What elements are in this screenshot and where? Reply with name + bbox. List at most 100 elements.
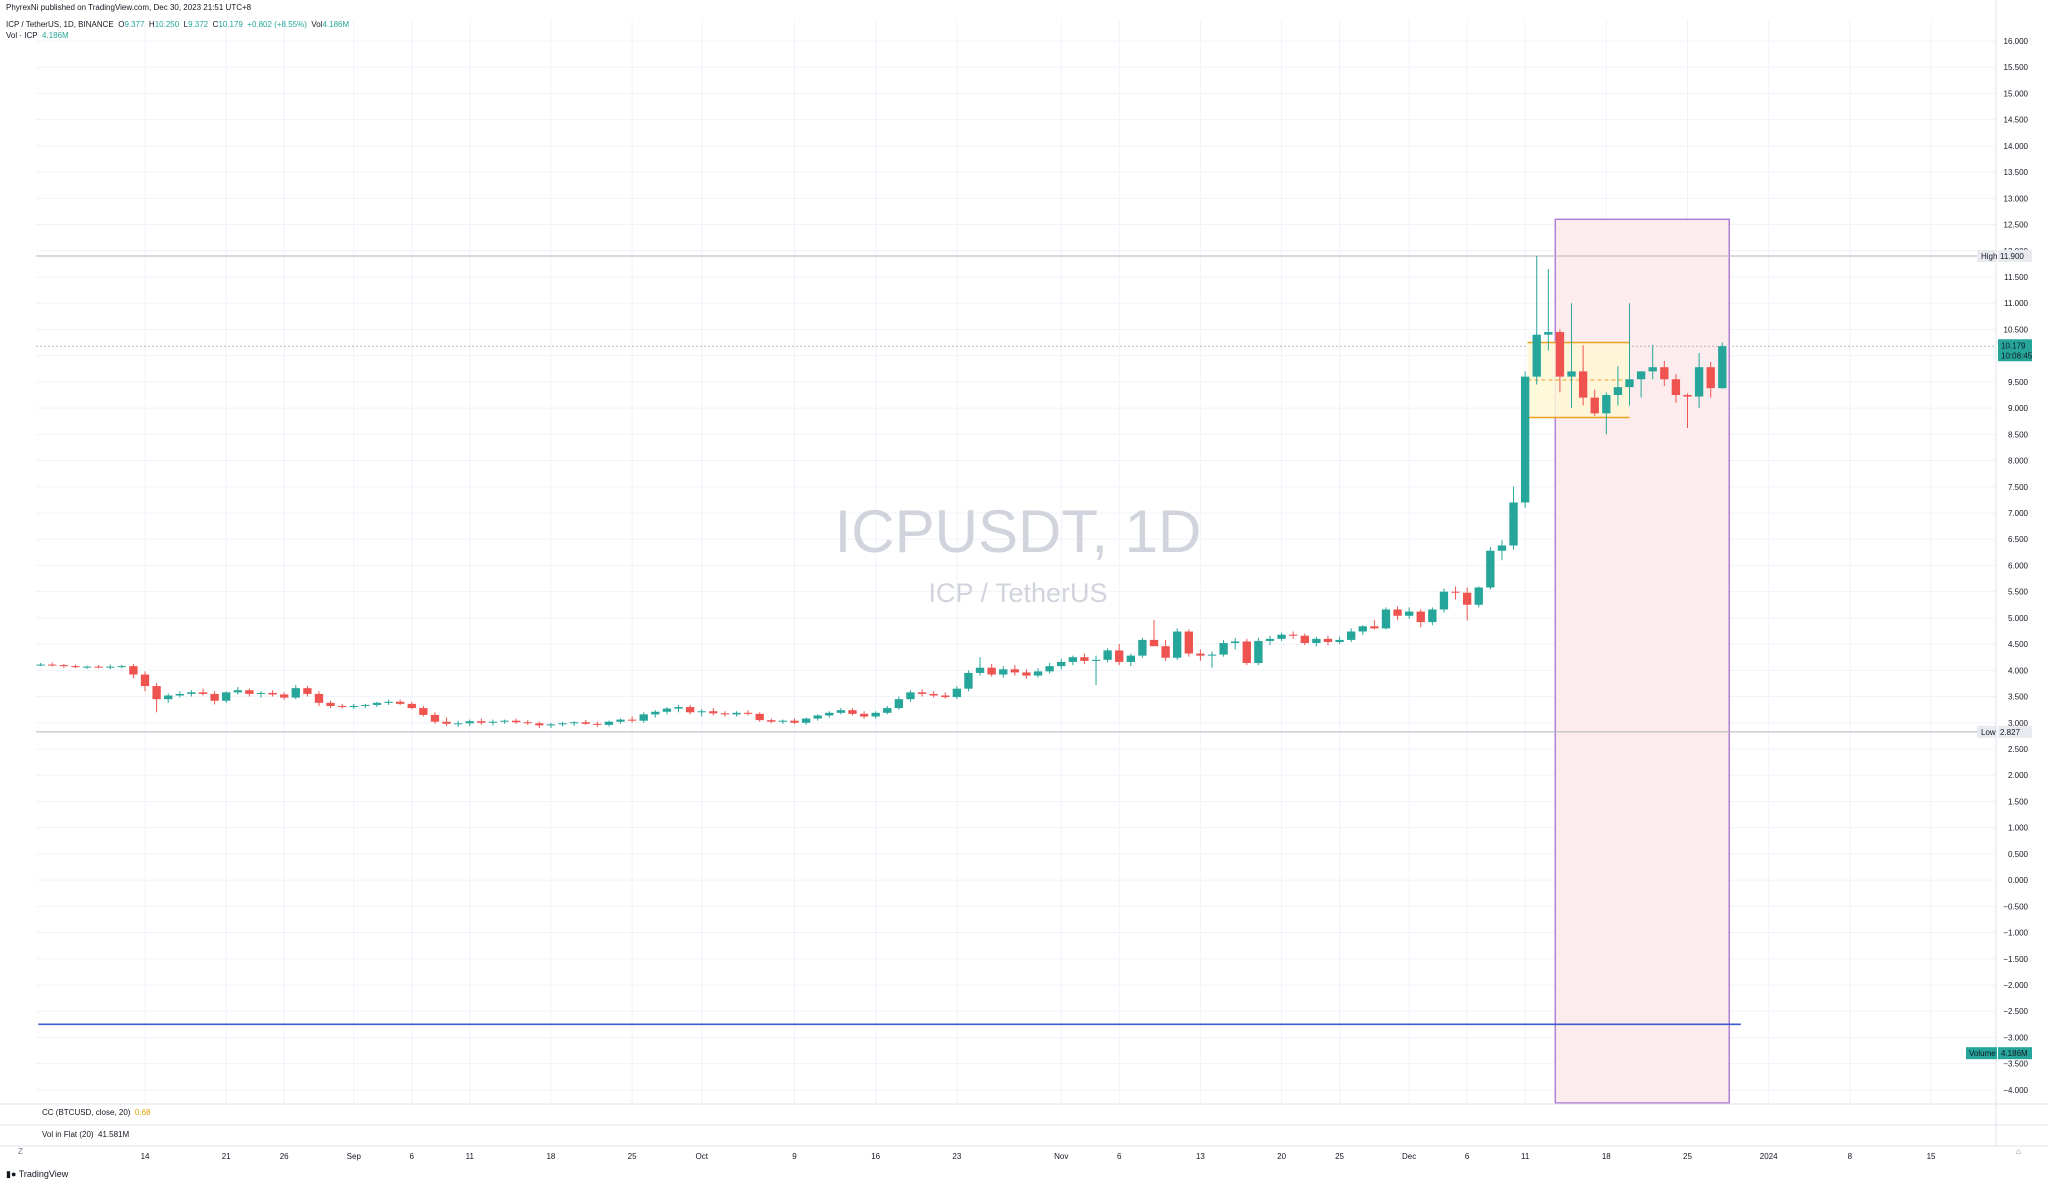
- symbol-legend[interactable]: ICP / TetherUS, 1D, BINANCE O9.377 H10.2…: [6, 20, 350, 29]
- candle-body: [326, 702, 335, 706]
- candle-body: [511, 720, 521, 723]
- low-value: 9.372: [188, 20, 209, 29]
- candle-body: [1149, 639, 1159, 647]
- candle-body: [1590, 397, 1599, 414]
- candle-body: [198, 692, 208, 694]
- candle-body: [1010, 669, 1020, 673]
- volume-tag: Volume: [1969, 1049, 1996, 1058]
- x-tick-label: 20: [1277, 1152, 1286, 1161]
- candle-body: [558, 723, 567, 725]
- x-tick-label: 21: [222, 1152, 231, 1161]
- vol-in-flat-value: 41.581M: [98, 1130, 130, 1139]
- candle-body: [291, 688, 300, 698]
- candle-body: [697, 711, 706, 713]
- candle-body: [1451, 591, 1460, 593]
- candle-body: [1578, 371, 1588, 398]
- candle-body: [1602, 394, 1611, 414]
- candle-body: [1370, 626, 1379, 629]
- candle-body: [419, 708, 428, 715]
- vol-in-flat-legend[interactable]: Vol in Flat (20) 41.581M: [42, 1130, 130, 1139]
- candle-body: [859, 713, 869, 717]
- y-tick-label: 13.500: [2004, 168, 2029, 177]
- candle-body: [314, 693, 324, 703]
- candle-body: [964, 672, 973, 689]
- candle-body: [465, 721, 474, 724]
- y-tick-label: 11.500: [2004, 273, 2028, 282]
- cc-pane-legend[interactable]: CC (BTCUSD, close, 20) 0.68: [42, 1108, 151, 1117]
- tradingview-logo-icon: ▮●: [6, 1169, 17, 1179]
- volume-tag-bg: [1966, 1047, 1997, 1060]
- candle-body: [535, 723, 544, 726]
- candle-body: [1462, 592, 1472, 605]
- candle-body: [59, 665, 69, 667]
- watermark-title: ICPUSDT, 1D: [835, 498, 1202, 565]
- candle-body: [848, 710, 857, 714]
- x-tick-label: 6: [410, 1152, 415, 1161]
- candle-body: [1045, 666, 1054, 672]
- x-tick-label: 25: [1335, 1152, 1344, 1161]
- low-price-label: 2.827: [2000, 728, 2021, 737]
- candle-body: [813, 715, 822, 719]
- y-tick-label: 15.000: [2004, 89, 2029, 98]
- candle-body: [1636, 371, 1646, 380]
- candle-body: [1671, 379, 1681, 395]
- candle-body: [1428, 609, 1437, 623]
- y-tick-label: 9.000: [2008, 404, 2029, 413]
- candle-body: [871, 712, 880, 717]
- candle-body: [732, 712, 741, 715]
- home-icon[interactable]: ⌂: [2016, 1147, 2021, 1156]
- candle-body: [1648, 367, 1657, 372]
- candle-body: [1068, 657, 1078, 662]
- candle-body: [106, 666, 115, 668]
- candle-body: [662, 708, 672, 712]
- y-tick-label: 1.500: [2008, 797, 2029, 806]
- y-tick-label: 4.000: [2008, 666, 2029, 675]
- high-value: 10.250: [154, 20, 180, 29]
- candle-body: [1718, 346, 1727, 389]
- candle-body: [569, 722, 579, 724]
- candle-body: [1404, 611, 1414, 616]
- symbol-text: ICP / TetherUS, 1D, BINANCE: [6, 20, 114, 29]
- candle-body: [778, 720, 788, 722]
- candle-body: [477, 721, 486, 723]
- x-tick-label: 11: [466, 1152, 475, 1161]
- x-tick-label: 18: [1602, 1152, 1611, 1161]
- y-tick-label: 14.500: [2004, 116, 2029, 125]
- candle-body: [1242, 641, 1251, 663]
- candle-body: [1323, 638, 1333, 643]
- y-tick-label: −1.500: [2003, 955, 2028, 964]
- candle-body: [929, 693, 938, 696]
- candle-body: [338, 705, 347, 708]
- y-tick-label: −3.000: [2003, 1033, 2028, 1042]
- low-price-label-tag-bg: [1977, 725, 1997, 738]
- candle-body: [999, 669, 1008, 675]
- candle-body: [1474, 587, 1483, 605]
- candle-body: [384, 701, 393, 703]
- candle-body: [1277, 634, 1286, 639]
- candle-body: [639, 714, 648, 721]
- candle-body: [604, 721, 614, 725]
- candle-body: [1103, 650, 1112, 660]
- y-tick-label: 16.000: [2004, 37, 2029, 46]
- candle-body: [1091, 659, 1101, 661]
- candle-body: [906, 692, 915, 700]
- y-tick-label: −2.500: [2003, 1007, 2028, 1016]
- candle-body: [1115, 650, 1124, 662]
- timezone-corner[interactable]: Z: [18, 1147, 23, 1156]
- candle-body: [1497, 545, 1507, 551]
- candle-body: [210, 693, 219, 701]
- candle-body: [1358, 626, 1367, 632]
- candle-body: [268, 692, 277, 695]
- candle-body: [1706, 367, 1715, 389]
- volume-legend[interactable]: Vol · ICP 4.186M: [6, 31, 69, 40]
- candle-body: [1138, 639, 1147, 656]
- y-tick-label: 3.000: [2008, 719, 2029, 728]
- y-tick-label: 8.000: [2008, 457, 2029, 466]
- candle-body: [152, 686, 161, 700]
- change-value: +0.802 (+8.55%): [247, 20, 307, 29]
- y-tick-label: 0.000: [2008, 876, 2029, 885]
- low-price-label-bg: [1998, 725, 2032, 738]
- candle-body: [709, 711, 718, 714]
- candle-body: [685, 707, 695, 713]
